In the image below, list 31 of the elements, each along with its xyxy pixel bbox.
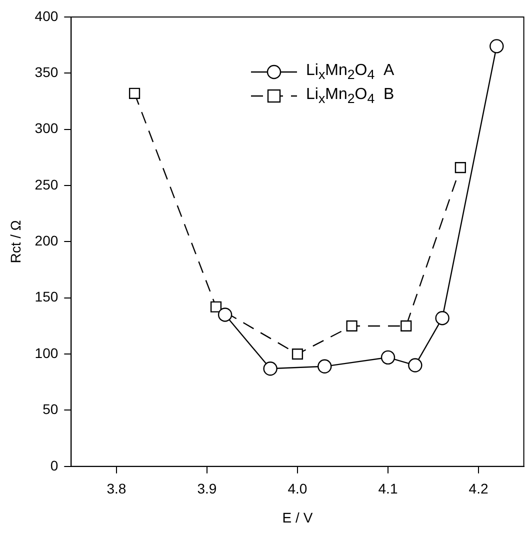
point <box>408 358 422 372</box>
y-tick-label: 50 <box>42 401 58 418</box>
x-tick-label: 4.2 <box>468 480 488 497</box>
x-tick-label: 4.1 <box>378 480 398 497</box>
point <box>263 362 278 376</box>
legend-label: Li$_{x}$Mn$_{2}$O$_{4}$ A <box>306 62 394 82</box>
x-tick-label: 4.0 <box>288 480 308 497</box>
point <box>490 39 504 54</box>
y-tick-label: 200 <box>34 232 58 249</box>
point <box>218 308 232 322</box>
y-tick-label: 400 <box>34 8 58 24</box>
y-tick-label: 150 <box>34 288 58 305</box>
point <box>380 350 396 365</box>
y-tick-label: 300 <box>34 120 58 136</box>
y-axis-title: Rct / Ω <box>7 220 24 264</box>
point <box>346 320 358 332</box>
point <box>400 320 412 332</box>
point <box>454 162 466 174</box>
y-tick-label: 250 <box>34 176 58 192</box>
legend-label: Li$_{x}$Mn$_{2}$O$_{4}$ B <box>306 86 394 106</box>
y-tick-label: 0 <box>50 457 58 474</box>
x-axis-title: E / V <box>282 509 314 526</box>
y-tick-label: 350 <box>34 64 58 80</box>
point <box>292 348 304 360</box>
point <box>435 311 450 326</box>
point <box>318 359 332 374</box>
x-tick-label: 3.9 <box>197 480 217 497</box>
point <box>128 88 140 99</box>
x-tick-label: 3.8 <box>106 480 126 497</box>
point <box>210 301 222 312</box>
y-tick-label: 100 <box>34 344 58 361</box>
